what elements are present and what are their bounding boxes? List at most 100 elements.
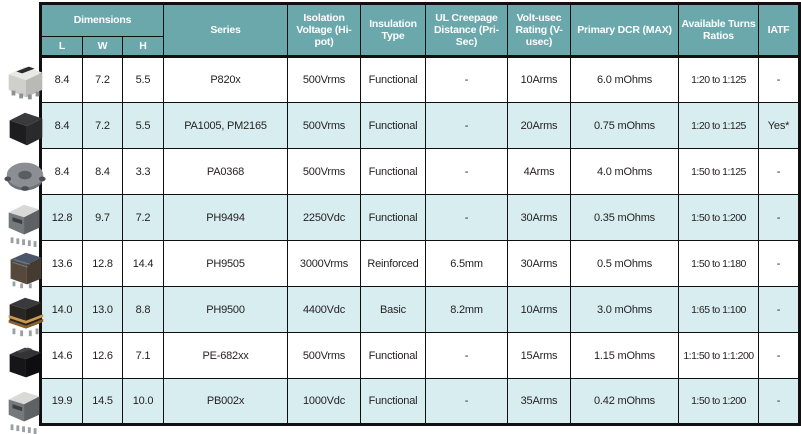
cell-dim-l: 12.8 xyxy=(40,194,83,241)
cell-ul-creepage: - xyxy=(425,148,508,195)
table-row: 14.6 12.6 7.1 PE-682xx 500Vrms Functional -15A… xyxy=(40,332,800,379)
cell-turns-ratios: 1:65 to 1:100 xyxy=(678,286,759,333)
cell-insulation-type: Functional xyxy=(360,148,426,195)
cell-dim-h: 8.8 xyxy=(122,286,164,333)
header-turns-ratios: Available Turns Ratios xyxy=(678,3,759,58)
transformer-spec-table: Dimensions Series Isolation Voltage (Hi-… xyxy=(39,2,801,426)
cell-turns-ratios: 1:50 to 1:200 xyxy=(678,378,759,425)
cell-insulation-type: Functional xyxy=(360,102,426,149)
cell-dim-l: 8.4 xyxy=(40,56,83,103)
cell-ul-creepage: - xyxy=(425,332,508,379)
cell-primary-dcr: 0.5 mOhms xyxy=(570,240,679,287)
cell-dim-h: 5.5 xyxy=(122,102,164,149)
cell-dim-l: 8.4 xyxy=(40,102,83,149)
cell-volt-usec: 30Arms xyxy=(507,240,571,287)
cell-primary-dcr: 1.15 mOhms xyxy=(570,332,679,379)
table-row: 8.4 8.4 3.3 PA0368 500Vrms Functional -4Arms 4.… xyxy=(40,148,800,195)
cell-turns-ratios: 1:1:50 to 1:1:200 xyxy=(678,332,759,379)
cell-ul-creepage: 6.5mm xyxy=(425,240,508,287)
cell-iatf: Yes* xyxy=(758,102,800,149)
cell-isolation-voltage: 4400Vdc xyxy=(287,286,361,333)
cell-iatf: - xyxy=(758,332,800,379)
cell-insulation-type: Functional xyxy=(360,194,426,241)
cell-series: PH9505 xyxy=(163,240,288,287)
header-iatf: IATF xyxy=(758,3,800,58)
table-row: 19.9 14.5 10.0 PB002x 1000Vdc Functional -35Ar… xyxy=(40,378,800,425)
header-ul-creepage: UL Creepage Distance (Pri-Sec) xyxy=(425,3,508,58)
cell-isolation-voltage: 500Vrms xyxy=(287,148,361,195)
cell-insulation-type: Functional xyxy=(360,378,426,425)
cell-volt-usec: 10Arms xyxy=(507,56,571,103)
cell-dim-h: 5.5 xyxy=(122,56,164,103)
cell-primary-dcr: 0.75 mOhms xyxy=(570,102,679,149)
header-dim-l: L xyxy=(40,36,83,58)
cell-dim-w: 12.6 xyxy=(82,332,123,379)
cell-volt-usec: 15Arms xyxy=(507,332,571,379)
cell-series: PB002x xyxy=(163,378,288,425)
cell-primary-dcr: 3.0 mOhms xyxy=(570,286,679,333)
header-dim-h: H xyxy=(122,36,164,58)
cell-primary-dcr: 0.35 mOhms xyxy=(570,194,679,241)
cell-dim-w: 13.0 xyxy=(82,286,123,333)
cell-ul-creepage: 8.2mm xyxy=(425,286,508,333)
cell-volt-usec: 30Arms xyxy=(507,194,571,241)
cell-volt-usec: 20Arms xyxy=(507,102,571,149)
cell-isolation-voltage: 500Vrms xyxy=(287,56,361,103)
cell-volt-usec: 35Arms xyxy=(507,378,571,425)
cell-insulation-type: Basic xyxy=(360,286,426,333)
cell-insulation-type: Functional xyxy=(360,332,426,379)
cell-dim-l: 13.6 xyxy=(40,240,83,287)
cell-primary-dcr: 0.42 mOhms xyxy=(570,378,679,425)
cell-iatf: - xyxy=(758,378,800,425)
cell-dim-l: 14.6 xyxy=(40,332,83,379)
header-insulation-type: Insulation Type xyxy=(360,3,426,58)
cell-dim-h: 14.4 xyxy=(122,240,164,287)
table-row: 8.4 7.2 5.5 P820x 500Vrms Functional -10Arms 6.… xyxy=(40,56,800,103)
header-dim-w: W xyxy=(82,36,123,58)
cell-ul-creepage: - xyxy=(425,102,508,149)
cell-series: PH9494 xyxy=(163,194,288,241)
cell-turns-ratios: 1:50 to 1:180 xyxy=(678,240,759,287)
cell-primary-dcr: 4.0 mOhms xyxy=(570,148,679,195)
cell-isolation-voltage: 2250Vdc xyxy=(287,194,361,241)
cell-primary-dcr: 6.0 mOhms xyxy=(570,56,679,103)
cell-iatf: - xyxy=(758,56,800,103)
cell-iatf: - xyxy=(758,194,800,241)
cell-dim-w: 12.8 xyxy=(82,240,123,287)
cell-insulation-type: Reinforced xyxy=(360,240,426,287)
cell-ul-creepage: - xyxy=(425,56,508,103)
cell-isolation-voltage: 500Vrms xyxy=(287,102,361,149)
table-row: 12.8 9.7 7.2 PH9494 2250Vdc Functional -30Arms… xyxy=(40,194,800,241)
table-row: 13.6 12.8 14.4 PH9505 3000Vrms Reinforced 6.5m… xyxy=(40,240,800,287)
cell-isolation-voltage: 500Vrms xyxy=(287,332,361,379)
header-series: Series xyxy=(163,3,288,58)
cell-ul-creepage: - xyxy=(425,194,508,241)
table-header: Dimensions Series Isolation Voltage (Hi-… xyxy=(40,3,800,58)
cell-dim-w: 7.2 xyxy=(82,56,123,103)
cell-iatf: - xyxy=(758,148,800,195)
cell-insulation-type: Functional xyxy=(360,56,426,103)
cell-isolation-voltage: 3000Vrms xyxy=(287,240,361,287)
cell-series: P820x xyxy=(163,56,288,103)
cell-turns-ratios: 1:50 to 1:200 xyxy=(678,194,759,241)
cell-series: PA1005, PM2165 xyxy=(163,102,288,149)
cell-dim-h: 3.3 xyxy=(122,148,164,195)
cell-dim-h: 10.0 xyxy=(122,378,164,425)
table-row: 14.0 13.0 8.8 PH9500 4400Vdc Basic 8.2mm 10Arms… xyxy=(40,286,800,333)
header-dimensions: Dimensions xyxy=(40,3,164,37)
cell-iatf: - xyxy=(758,286,800,333)
cell-dim-h: 7.1 xyxy=(122,332,164,379)
cell-turns-ratios: 1:20 to 1:125 xyxy=(678,56,759,103)
cell-ul-creepage: - xyxy=(425,378,508,425)
header-volt-usec: Volt-usec Rating (V-usec) xyxy=(507,3,571,58)
cell-series: PA0368 xyxy=(163,148,288,195)
cell-dim-l: 14.0 xyxy=(40,286,83,333)
cell-iatf: - xyxy=(758,240,800,287)
cell-dim-h: 7.2 xyxy=(122,194,164,241)
cell-turns-ratios: 1:50 to 1:125 xyxy=(678,148,759,195)
cell-series: PE-682xx xyxy=(163,332,288,379)
cell-turns-ratios: 1:20 to 1:125 xyxy=(678,102,759,149)
cell-dim-w: 7.2 xyxy=(82,102,123,149)
cell-dim-w: 9.7 xyxy=(82,194,123,241)
cell-volt-usec: 10Arms xyxy=(507,286,571,333)
